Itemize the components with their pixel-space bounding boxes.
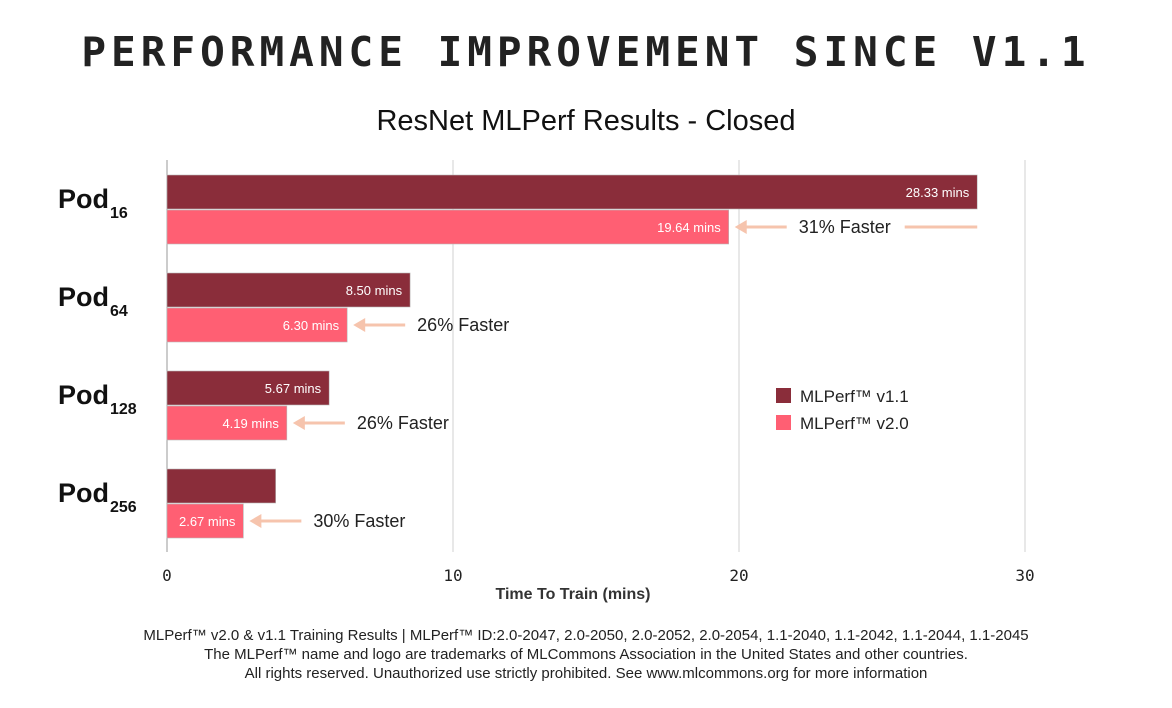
category-label: Pod16: [58, 184, 128, 222]
category-label-base: Pod: [58, 478, 109, 508]
x-tick-label: 20: [729, 566, 748, 585]
bar: [166, 209, 730, 245]
category-label-base: Pod: [58, 380, 109, 410]
bar: [166, 370, 330, 406]
category-label-base: Pod: [58, 184, 109, 214]
annotation-label: 30% Faster: [313, 511, 405, 531]
legend-swatch: [776, 388, 791, 403]
bar-value-label: 5.67 mins: [265, 381, 322, 396]
annotation-label: 31% Faster: [799, 217, 891, 237]
bar-value-label: 28.33 mins: [906, 185, 970, 200]
chart-title: ResNet MLPerf Results - Closed: [376, 105, 796, 137]
annotation-arrow-head: [292, 416, 305, 430]
x-tick-label: 10: [443, 566, 462, 585]
bar-value-label: 8.50 mins: [346, 283, 403, 298]
x-axis-title: Time To Train (mins): [496, 586, 651, 603]
category-label-subscript: 128: [110, 401, 137, 418]
category-label-subscript: 256: [110, 499, 137, 516]
x-tick-label: 30: [1015, 566, 1034, 585]
bar: [166, 307, 348, 343]
annotation-label: 26% Faster: [357, 413, 449, 433]
footnote-line-2: The MLPerf™ name and logo are trademarks…: [204, 646, 968, 663]
bar-value-label: 4.19 mins: [222, 416, 279, 431]
bar-value-label: 6.30 mins: [283, 318, 340, 333]
bar: [166, 468, 276, 504]
x-tick-label: 0: [162, 566, 172, 585]
annotation-arrow-head: [734, 220, 747, 234]
category-label: Pod128: [58, 380, 137, 418]
footnote-line-3: All rights reserved. Unauthorized use st…: [244, 665, 928, 682]
legend-label: MLPerf™ v1.1: [800, 387, 909, 406]
annotation-arrow-head: [249, 514, 262, 528]
category-label-base: Pod: [58, 282, 109, 312]
annotation-arrow-head: [353, 318, 366, 332]
category-label-subscript: 64: [110, 303, 128, 320]
bar: [166, 174, 978, 210]
bar: [166, 272, 411, 308]
bar: [166, 503, 244, 539]
category-label: Pod256: [58, 478, 137, 516]
annotation-label: 26% Faster: [417, 315, 509, 335]
legend-swatch: [776, 415, 791, 430]
bar: [166, 405, 288, 441]
category-label-subscript: 16: [110, 205, 128, 222]
category-label: Pod64: [58, 282, 128, 320]
page-title: PERFORMANCE IMPROVEMENT SINCE V1.1: [81, 28, 1091, 76]
footnote: MLPerf™ v2.0 & v1.1 Training Results | M…: [0, 626, 1172, 683]
footnote-line-1: MLPerf™ v2.0 & v1.1 Training Results | M…: [143, 627, 1029, 644]
bar-value-label: 19.64 mins: [657, 220, 721, 235]
bar-value-label: 2.67 mins: [179, 514, 236, 529]
legend-label: MLPerf™ v2.0: [800, 414, 909, 433]
